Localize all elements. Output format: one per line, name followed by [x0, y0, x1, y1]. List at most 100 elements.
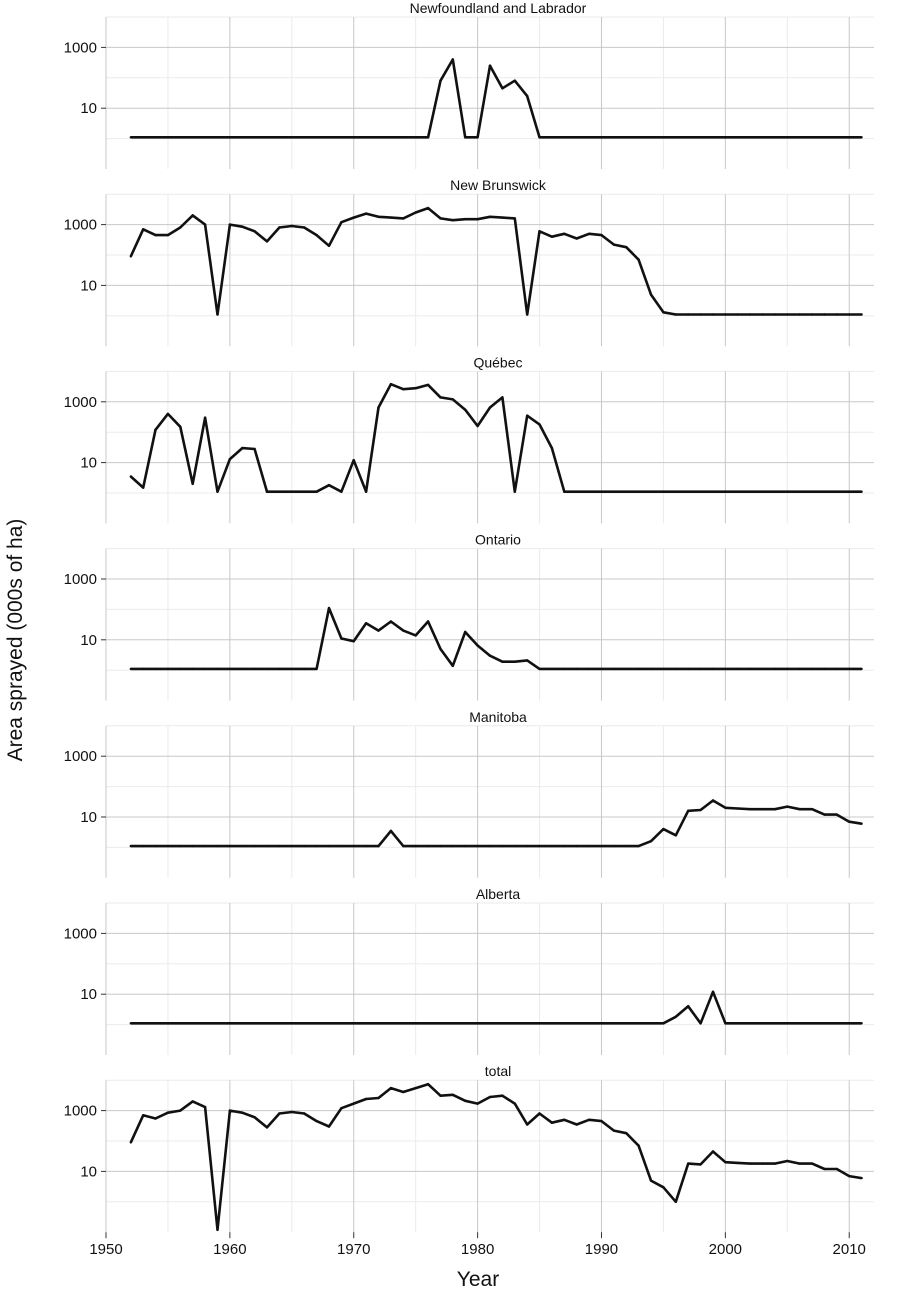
- data-point: [265, 1126, 269, 1129]
- data-point: [290, 490, 293, 493]
- data-point: [290, 667, 293, 671]
- data-point: [203, 667, 207, 671]
- series-line: [129, 1082, 862, 1232]
- data-point: [848, 490, 851, 493]
- data-point: [451, 844, 454, 848]
- data-point: [241, 667, 244, 671]
- data-point: [786, 1159, 789, 1163]
- data-point: [748, 1022, 752, 1025]
- data-point: [439, 79, 442, 82]
- data-point: [216, 1228, 219, 1232]
- data-point: [315, 667, 318, 671]
- data-point: [587, 1118, 591, 1122]
- data-point: [600, 844, 603, 848]
- data-point: [241, 1111, 244, 1114]
- data-point: [488, 1022, 492, 1025]
- data-point: [835, 136, 838, 139]
- data-point: [823, 313, 826, 316]
- data-point: [476, 424, 479, 428]
- x-tick-label: 2010: [833, 1241, 866, 1258]
- data-point: [550, 446, 554, 450]
- data-point: [501, 87, 504, 90]
- data-point: [191, 844, 194, 848]
- data-point: [625, 1132, 628, 1135]
- data-point: [476, 644, 479, 647]
- data-point: [823, 667, 826, 671]
- data-point: [488, 844, 492, 848]
- data-point: [860, 1176, 863, 1180]
- data-point: [142, 228, 145, 231]
- data-point: [426, 1022, 430, 1025]
- data-point: [352, 844, 355, 848]
- x-tick-label: 1990: [585, 1241, 618, 1258]
- panel-4: 10 1000 Manitoba: [64, 709, 874, 878]
- data-point: [724, 1022, 727, 1025]
- panel-title: total: [485, 1063, 511, 1079]
- data-point: [129, 255, 132, 258]
- data-point: [748, 1162, 752, 1165]
- data-point: [315, 233, 318, 237]
- data-point: [526, 313, 529, 316]
- data-point: [526, 94, 529, 98]
- data-point: [649, 667, 653, 671]
- data-point: [216, 136, 219, 139]
- data-point: [476, 1022, 479, 1025]
- data-point: [513, 217, 516, 220]
- data-point: [327, 606, 331, 610]
- data-point: [179, 136, 182, 139]
- data-point: [414, 844, 417, 848]
- data-point: [191, 1022, 194, 1025]
- data-point: [216, 1022, 219, 1025]
- data-point: [575, 844, 578, 848]
- data-point: [464, 408, 467, 411]
- data-point: [154, 233, 157, 237]
- data-point: [389, 620, 393, 623]
- data-point: [736, 1022, 739, 1025]
- data-point: [687, 136, 690, 139]
- data-point: [810, 667, 814, 671]
- data-point: [426, 1083, 430, 1086]
- data-point: [773, 808, 777, 811]
- data-point: [402, 1022, 405, 1025]
- data-point: [860, 1022, 863, 1025]
- data-point: [364, 212, 368, 215]
- data-point: [748, 490, 752, 493]
- data-point: [166, 233, 170, 237]
- data-point: [637, 844, 640, 848]
- data-point: [278, 1112, 281, 1115]
- data-point: [538, 423, 541, 426]
- data-point: [228, 136, 232, 139]
- data-point: [637, 136, 640, 139]
- data-point: [377, 629, 380, 632]
- data-point: [649, 1022, 653, 1025]
- data-point: [340, 844, 343, 848]
- data-point: [736, 667, 739, 671]
- data-point: [761, 490, 764, 493]
- y-tick-label: 10: [80, 100, 97, 117]
- data-point: [191, 482, 194, 485]
- data-point: [402, 388, 405, 391]
- data-point: [315, 490, 318, 493]
- data-point: [625, 844, 628, 848]
- data-point: [340, 1107, 343, 1110]
- data-point: [265, 844, 269, 848]
- data-point: [488, 654, 492, 657]
- data-point: [798, 1022, 801, 1025]
- data-point: [699, 313, 702, 316]
- data-point: [364, 844, 368, 848]
- data-point: [402, 136, 405, 139]
- data-point: [798, 667, 801, 671]
- data-point: [848, 667, 851, 671]
- data-point: [526, 844, 529, 848]
- data-point: [340, 1022, 343, 1025]
- data-point: [513, 1102, 516, 1105]
- data-point: [711, 1150, 715, 1153]
- data-point: [600, 233, 603, 237]
- data-point: [476, 1102, 479, 1105]
- x-tick-label: 2000: [709, 1241, 742, 1258]
- series-line: [130, 990, 862, 1025]
- data-point: [228, 457, 232, 461]
- data-point: [736, 1161, 739, 1165]
- data-point: [637, 490, 640, 493]
- data-point: [674, 667, 677, 671]
